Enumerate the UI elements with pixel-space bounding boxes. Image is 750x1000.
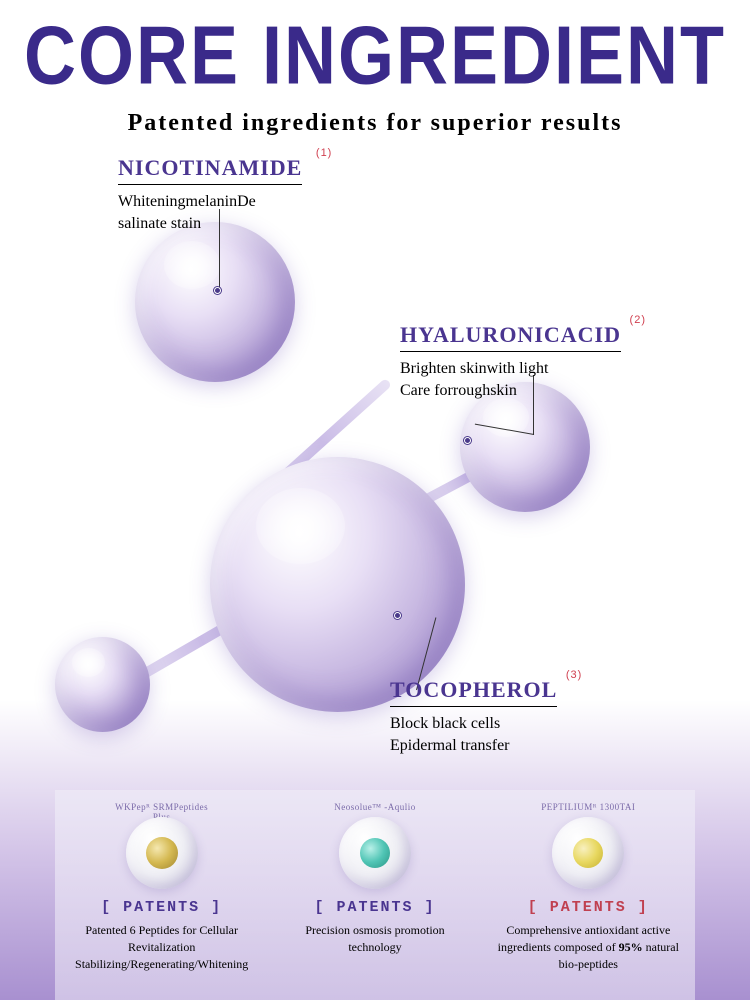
orb-core-icon [360, 838, 390, 868]
footnote-sup: (3) [566, 669, 582, 681]
molecule-bubble-nicotinamide [135, 222, 295, 382]
patent-label: [ PATENTS ] [486, 899, 691, 916]
patent-orb-wrap: PEPTILIUMᴿ 1300TAI [538, 805, 638, 895]
ingredient-name: HYALURONICACID (2) [400, 322, 621, 352]
orb-core-icon [146, 837, 178, 869]
callout-nicotinamide: NICOTINAMIDE (1) WhiteningmelaninDe sali… [118, 155, 358, 234]
patent-orb-wrap: WKPepᴿ SRMPeptides Plus [112, 805, 212, 895]
callout-tocopherol: TOCOPHEROL (3) Block black cells Epiderm… [390, 677, 650, 756]
patent-label: [ PATENTS ] [59, 899, 264, 916]
main-title: CORE INGREDIENT [0, 15, 750, 98]
desc-line: Brighten skinwith light [400, 360, 548, 377]
desc-line: salinate stain [118, 215, 201, 232]
patents-strip: WKPepᴿ SRMPeptides Plus [ PATENTS ] Pate… [55, 790, 695, 1000]
patent-orb [339, 817, 411, 889]
ingredient-name-text: NICOTINAMIDE [118, 155, 302, 180]
ingredient-name: NICOTINAMIDE (1) [118, 155, 302, 185]
desc-line: Epidermal transfer [390, 737, 510, 754]
lead-dot [394, 612, 401, 619]
callout-hyaluronic: HYALURONICACID (2) Brighten skinwith lig… [400, 322, 690, 401]
patent-label: [ PATENTS ] [273, 899, 478, 916]
lead-dot [464, 437, 471, 444]
ingredient-name-text: HYALURONICACID [400, 322, 621, 347]
molecule-bubble-hyaluronic [460, 382, 590, 512]
footnote-sup: (2) [630, 314, 646, 326]
ingredient-desc: WhiteningmelaninDe salinate stain [118, 191, 358, 234]
molecule-bubble-tocopherol [210, 457, 465, 712]
patent-item-1: WKPepᴿ SRMPeptides Plus [ PATENTS ] Pate… [59, 805, 264, 972]
lead-dot [214, 287, 221, 294]
orb-core-icon [573, 838, 603, 868]
patent-orb-wrap: Neosolue™ -Aqulio [325, 805, 425, 895]
footnote-sup: (1) [316, 147, 332, 159]
patent-desc: Precision osmosis promotion technology [273, 922, 478, 956]
molecule-diagram: NICOTINAMIDE (1) WhiteningmelaninDe sali… [0, 147, 750, 767]
patent-arc-text: Neosolue™ -Aqulio [325, 802, 425, 812]
ingredient-name: TOCOPHEROL (3) [390, 677, 557, 707]
molecule-bubble-small [55, 637, 150, 732]
desc-line: Care forroughskin [400, 382, 517, 399]
header: CORE INGREDIENT Patented ingredients for… [0, 0, 750, 137]
infographic-container: CORE INGREDIENT Patented ingredients for… [0, 0, 750, 1000]
patent-desc: Comprehensive antioxidant active ingredi… [486, 922, 691, 972]
patent-item-3: PEPTILIUMᴿ 1300TAI [ PATENTS ] Comprehen… [486, 805, 691, 972]
ingredient-name-text: TOCOPHEROL [390, 677, 557, 702]
patent-orb [126, 817, 198, 889]
patent-item-2: Neosolue™ -Aqulio [ PATENTS ] Precision … [273, 805, 478, 956]
ingredient-desc: Brighten skinwith light Care forroughski… [400, 358, 690, 401]
patent-arc-text: PEPTILIUMᴿ 1300TAI [538, 802, 638, 812]
patent-desc: Patented 6 Peptides for Cellular Revital… [59, 922, 264, 972]
ingredient-desc: Block black cells Epidermal transfer [390, 713, 650, 756]
desc-line: Block black cells [390, 715, 500, 732]
subtitle: Patented ingredients for superior result… [0, 110, 750, 137]
patent-orb [552, 817, 624, 889]
desc-line: WhiteningmelaninDe [118, 193, 256, 210]
